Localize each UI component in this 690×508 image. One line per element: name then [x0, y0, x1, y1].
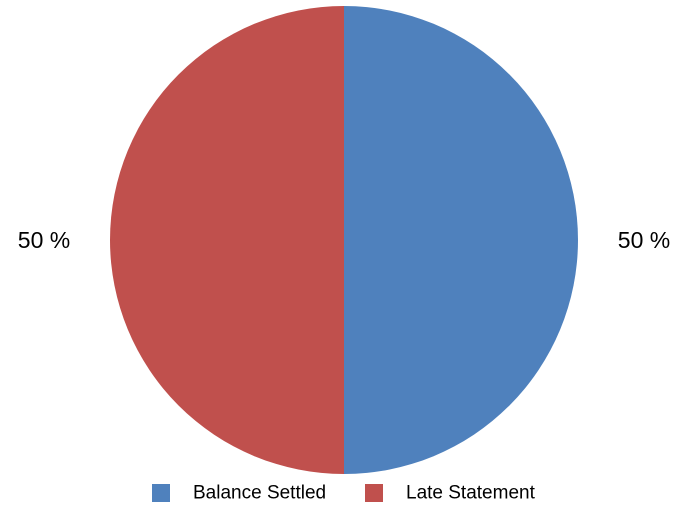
pie-slice-late-statement — [110, 6, 344, 474]
legend-swatch-late-statement — [365, 484, 383, 502]
legend-label-balance-settled: Balance Settled — [193, 483, 326, 504]
data-label-late-statement: 50 % — [18, 227, 70, 253]
pie-data-labels: 50 % 50 % — [18, 227, 670, 253]
pie-slices — [110, 6, 578, 474]
data-label-balance-settled: 50 % — [618, 227, 670, 253]
legend-swatch-balance-settled — [152, 484, 170, 502]
legend-label-late-statement: Late Statement — [406, 483, 536, 504]
chart-legend: Balance Settled Late Statement — [152, 483, 536, 504]
pie-slice-balance-settled — [344, 6, 578, 474]
